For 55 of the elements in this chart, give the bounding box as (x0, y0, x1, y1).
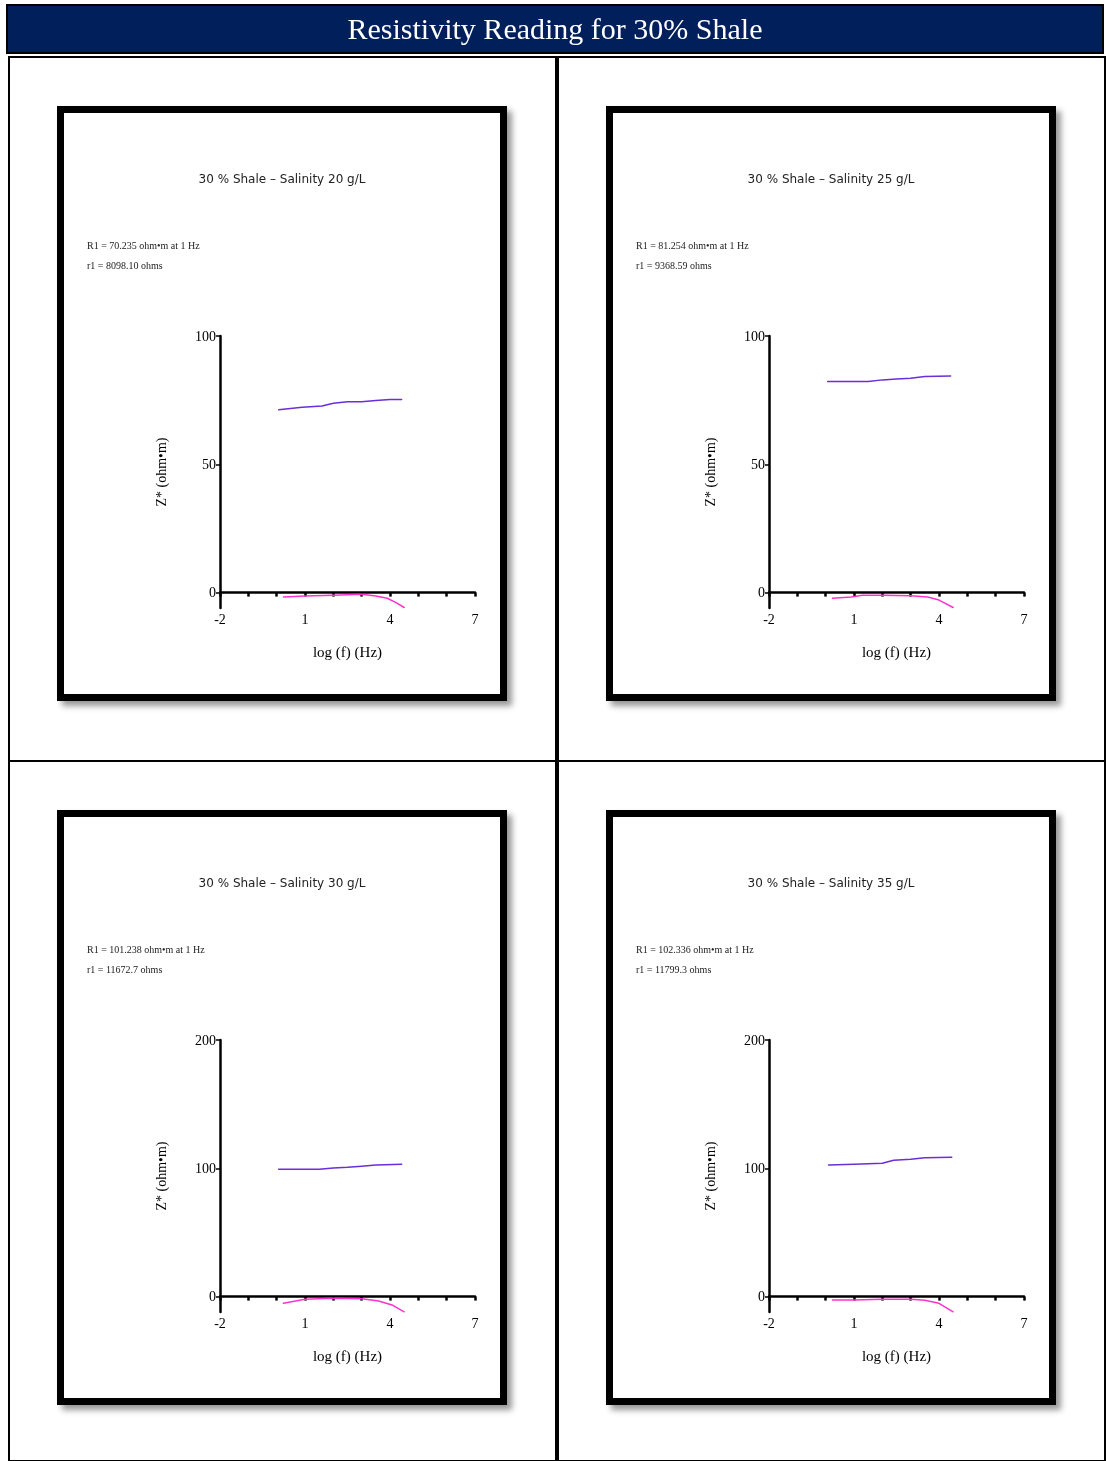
x-tick-label: 7 (471, 611, 479, 627)
y-tick-label: 0 (758, 585, 765, 601)
chart-title: 30 % Shale – Salinity 25 g/L (747, 172, 915, 186)
text: r1 = 9368.59 ohms (636, 259, 712, 271)
y-tick-label: 200 (744, 1032, 765, 1048)
x-tick-label: 1 (301, 611, 309, 627)
x-tick-label: -2 (214, 1315, 226, 1331)
x-tick-label: 7 (1020, 611, 1028, 627)
line-series (282, 593, 405, 609)
chart-title: 30 % Shale – Salinity 30 g/L (198, 876, 366, 890)
x-tick-label: 4 (935, 1315, 943, 1331)
text: Resistivity Reading for 30% Shale (6, 4, 1104, 54)
line-series (831, 594, 954, 609)
y-tick-label: 100 (195, 1160, 216, 1176)
x-axis-title: log (f) (Hz) (861, 1347, 932, 1365)
text: r1 = 11799.3 ohms (636, 963, 712, 975)
x-tick-label: 1 (301, 1315, 309, 1331)
x-tick-label: 4 (386, 611, 394, 627)
x-tick-label: -2 (763, 611, 775, 627)
y-tick-label: 100 (744, 1160, 765, 1176)
x-tick-label: 1 (850, 1315, 858, 1331)
text: r1 = 11672.7 ohms (87, 963, 163, 975)
y-tick-label: 50 (751, 456, 765, 472)
text: R1 = 102.336 ohm•m at 1 Hz (636, 943, 755, 955)
text: r1 = 8098.10 ohms (87, 259, 163, 271)
x-axis-title: log (f) (Hz) (312, 643, 383, 661)
y-tick-label: 50 (202, 456, 216, 472)
x-tick-label: -2 (214, 611, 226, 627)
y-axis-title: Z* (ohm•m) (702, 1141, 719, 1211)
line-series (827, 1156, 953, 1166)
text: R1 = 70.235 ohm•m at 1 Hz (87, 239, 201, 251)
x-tick-label: 4 (935, 611, 943, 627)
y-tick-label: 100 (744, 328, 765, 344)
chart-title: 30 % Shale – Salinity 35 g/L (747, 876, 915, 890)
x-tick-label: 1 (850, 611, 858, 627)
x-tick-label: 7 (1020, 1315, 1028, 1331)
chart-title: 30 % Shale – Salinity 20 g/L (198, 172, 366, 186)
y-tick-label: 0 (209, 1289, 216, 1305)
y-tick-label: 0 (758, 1289, 765, 1305)
y-axis-title: Z* (ohm•m) (153, 437, 170, 507)
text: R1 = 101.238 ohm•m at 1 Hz (87, 943, 206, 955)
y-tick-label: 100 (195, 328, 216, 344)
line-series (831, 1298, 954, 1313)
y-axis-title: Z* (ohm•m) (153, 1141, 170, 1211)
y-axis-title: Z* (ohm•m) (702, 437, 719, 507)
x-tick-label: -2 (763, 1315, 775, 1331)
x-axis-title: log (f) (Hz) (312, 1347, 383, 1365)
y-tick-label: 0 (209, 585, 216, 601)
line-series (277, 398, 403, 411)
x-tick-label: 4 (386, 1315, 394, 1331)
line-series (282, 1297, 405, 1313)
text: R1 = 81.254 ohm•m at 1 Hz (636, 239, 750, 251)
x-tick-label: 7 (471, 1315, 479, 1331)
x-axis-title: log (f) (Hz) (861, 643, 932, 661)
y-tick-label: 200 (195, 1032, 216, 1048)
